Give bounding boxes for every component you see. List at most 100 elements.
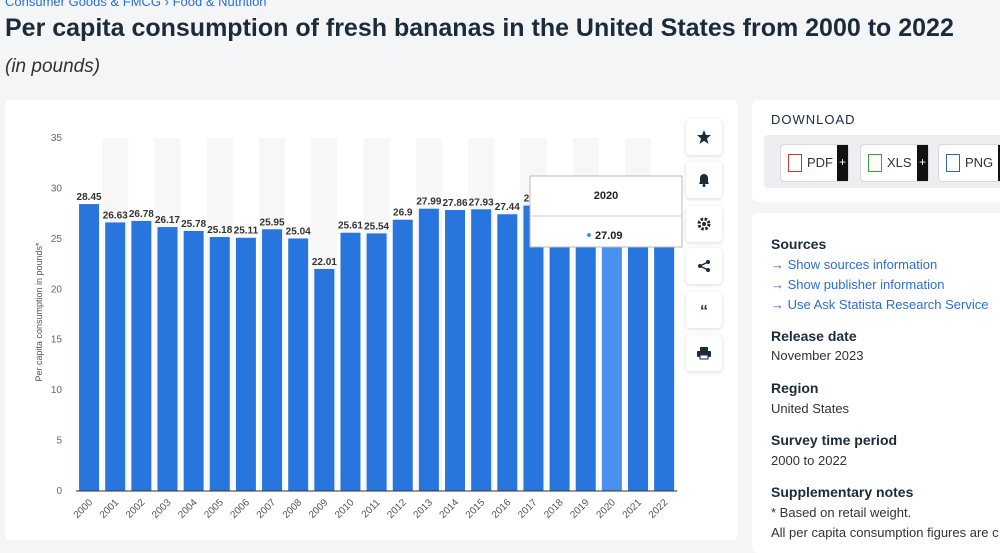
bar	[183, 230, 204, 491]
x-tick-label: 2005	[202, 497, 226, 521]
y-tick-label: 0	[56, 486, 62, 497]
x-tick-label: 2021	[621, 497, 645, 521]
download-heading: DOWNLOAD	[771, 112, 856, 127]
value-label: 27.86	[443, 198, 468, 209]
bar	[445, 210, 466, 491]
notification-button[interactable]	[686, 162, 722, 198]
download-xls[interactable]: XLS +	[860, 144, 929, 182]
value-label: 25.18	[207, 225, 232, 236]
x-tick-label: 2018	[542, 497, 566, 521]
chart: 0 5 10 15 20 25 30 35 Per capita consumption in …	[34, 133, 683, 521]
breadcrumb: Consumer Goods & FMCG › Food & Nutrition	[5, 0, 267, 9]
value-label: 25.78	[181, 219, 206, 230]
page: Consumer Goods & FMCG › Food & Nutrition…	[5, 0, 1000, 553]
bar	[314, 269, 335, 491]
download-pdf[interactable]: PDF +	[780, 144, 849, 182]
bar	[654, 226, 675, 492]
favorite-button[interactable]	[686, 119, 722, 155]
value-label: 25.54	[364, 221, 389, 232]
x-tick-label: 2001	[98, 497, 122, 521]
x-tick-label: 2011	[360, 497, 383, 520]
survey-heading: Survey time period	[771, 432, 898, 448]
bar	[235, 237, 256, 491]
chart-card: 0 5 10 15 20 25 30 35 Per capita consumption in …	[5, 100, 738, 540]
tooltip-value: 27.09	[595, 230, 623, 242]
download-png[interactable]: PNG+	[938, 144, 1000, 182]
bar	[262, 229, 283, 492]
y-tick-label: 25	[51, 234, 63, 245]
bar	[628, 223, 649, 491]
x-tick-label: 2004	[176, 497, 200, 521]
research-link[interactable]: → Use Ask Statista Research Service	[771, 297, 989, 312]
breadcrumb-link[interactable]: Consumer Goods & FMCG	[5, 0, 162, 9]
share-button[interactable]	[686, 248, 722, 284]
details-card	[752, 213, 1000, 553]
value-label: 28.45	[77, 192, 102, 203]
y-tick-label: 15	[51, 335, 63, 346]
bar	[497, 214, 518, 492]
cite-button[interactable]: “	[686, 292, 722, 328]
x-tick-label: 2017	[516, 497, 540, 521]
bar	[157, 227, 178, 491]
y-tick-label: 10	[51, 385, 63, 396]
y-tick-label: 5	[56, 436, 62, 447]
bar	[523, 205, 544, 491]
subtitle: (in pounds)	[5, 56, 101, 77]
sources-heading: Sources	[771, 236, 827, 252]
bar	[418, 208, 439, 491]
value-label: 22.01	[312, 257, 337, 268]
bar	[105, 222, 126, 491]
x-tick-label: 2010	[333, 497, 357, 521]
value-label: 26.9	[393, 208, 413, 219]
x-tick-label: 2003	[150, 497, 174, 521]
x-tick-label: 2012	[385, 497, 409, 521]
bar	[366, 233, 387, 491]
release-text: November 2023	[771, 348, 864, 363]
x-tick-label: 2019	[568, 497, 592, 521]
button-label: XLS	[887, 155, 912, 170]
x-tick-label: 2014	[438, 497, 462, 521]
bar	[79, 204, 100, 491]
y-tick-label: 20	[51, 284, 63, 295]
x-tick-label: 2009	[307, 497, 331, 521]
value-label: 27.93	[469, 197, 494, 208]
bar	[209, 237, 230, 491]
settings-button[interactable]	[686, 206, 722, 242]
button-label: PDF	[807, 155, 833, 170]
bar	[288, 238, 309, 491]
value-label: 25.04	[286, 226, 311, 237]
x-tick-label: 2008	[281, 497, 305, 521]
bar	[549, 213, 570, 491]
bar	[392, 219, 413, 491]
print-button[interactable]	[686, 335, 722, 371]
y-tick-label: 30	[51, 183, 63, 194]
y-tick-label: 35	[51, 133, 63, 144]
breadcrumb-link[interactable]: Food & Nutrition	[172, 0, 267, 9]
tooltip-box	[529, 175, 683, 248]
value-label: 25.11	[234, 226, 259, 237]
y-axis-label: Per capita consumption in pounds*	[34, 242, 44, 382]
x-tick-label: 2006	[229, 497, 253, 521]
x-tick-label: 2007	[255, 497, 279, 521]
value-label: 26.63	[103, 210, 128, 221]
notes-heading: Supplementary notes	[771, 484, 914, 500]
bar	[601, 217, 622, 491]
value-label: 25.95	[260, 217, 285, 228]
value-label: 25.61	[338, 221, 363, 232]
link-text: Show sources information	[787, 257, 938, 272]
release-heading: Release date	[771, 328, 857, 344]
x-tick-label: 2015	[464, 497, 488, 521]
bar	[340, 232, 361, 491]
tooltip-title: 2020	[594, 190, 618, 202]
bar	[471, 209, 492, 491]
x-tick-label: 2000	[72, 497, 96, 521]
value-label: 26.17	[155, 215, 180, 226]
sources-link[interactable]: → Show sources information	[771, 257, 938, 272]
publisher-link[interactable]: → Show publisher information	[771, 277, 945, 292]
link-text: Show publisher information	[787, 277, 945, 292]
value-label: 27.99	[416, 197, 441, 208]
page-title: Per capita consumption of fresh bananas …	[5, 14, 954, 42]
svg-text:“: “	[700, 303, 708, 317]
value-label: 27.44	[495, 202, 520, 213]
x-tick-label: 2020	[594, 497, 618, 521]
